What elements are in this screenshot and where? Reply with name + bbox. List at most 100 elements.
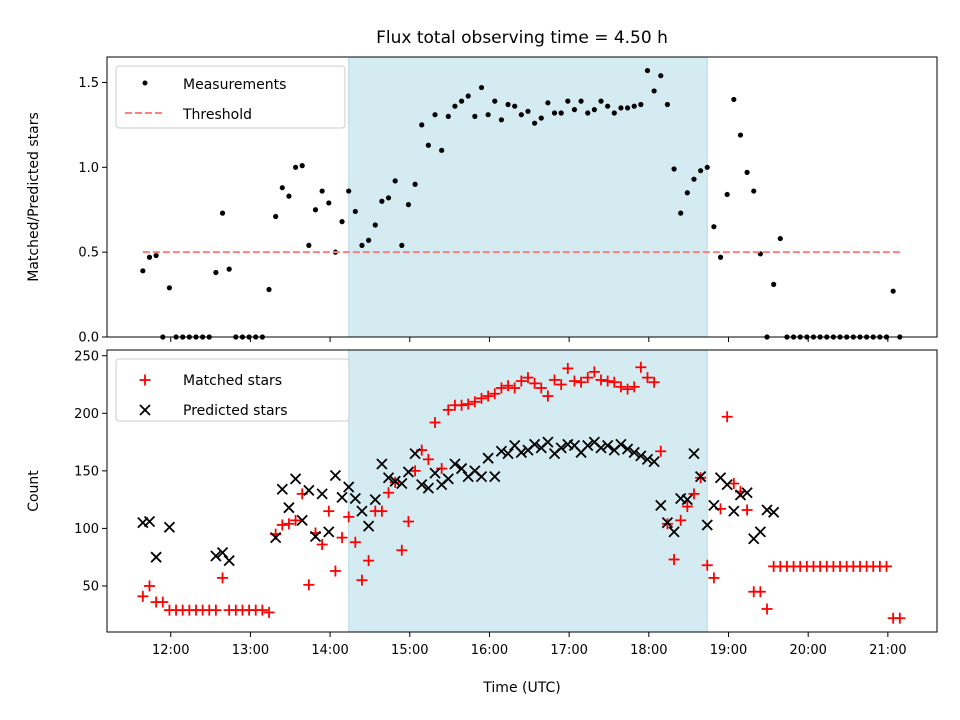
matched-stars-point: [761, 603, 773, 615]
measurement-point: [751, 188, 757, 194]
measurement-point: [724, 191, 730, 198]
matched-stars-point: [396, 544, 408, 556]
measurement-point: [279, 185, 285, 191]
measurement-point: [153, 252, 159, 259]
count-axis-ticks: 50 100 150 200 250 12:00 13:00 14:00 15:00 16:00 1…: [74, 349, 906, 658]
measurement-point: [644, 67, 651, 74]
y-tick-label: 0.5: [78, 246, 99, 261]
measurement-point: [565, 98, 571, 104]
matched-stars-point: [143, 580, 155, 592]
measurement-point: [432, 112, 438, 118]
legend-plus-glyph: [139, 374, 151, 386]
measurement-point: [146, 254, 153, 260]
predicted-stars-point: [455, 462, 468, 475]
matched-stars-point: [456, 399, 468, 411]
predicted-stars-point: [316, 488, 328, 500]
y-tick-label: 50: [82, 579, 99, 594]
predicted-stars-point: [216, 546, 229, 559]
predicted-stars-point: [495, 445, 508, 457]
measurement-point: [478, 84, 485, 91]
matched-stars-point: [562, 362, 574, 374]
matched-stars-point: [349, 536, 361, 548]
predicted-stars-point: [681, 493, 693, 506]
measurement-point: [299, 163, 305, 169]
y-tick-label: 200: [74, 407, 99, 422]
count-marks: [137, 361, 906, 624]
legend-x-glyph: [139, 404, 151, 416]
matched-stars-point: [217, 572, 229, 584]
matched-stars-point: [210, 604, 222, 616]
measurement-point: [777, 235, 783, 242]
predicted-stars-point: [163, 521, 176, 533]
count-y-axis-label: Count: [26, 470, 42, 512]
matched-stars-point: [655, 445, 667, 457]
predicted-stars-point: [628, 446, 640, 459]
matched-stars-point: [522, 372, 534, 384]
matched-stars-point: [429, 417, 441, 429]
predicted-stars-point: [595, 442, 607, 454]
observing-window-shade: [348, 57, 708, 337]
predicted-stars-point: [349, 492, 361, 505]
predicted-stars-point: [761, 504, 773, 516]
x-tick-label: 17:00: [550, 643, 587, 658]
matched-stars-point: [502, 380, 514, 392]
predicted-stars-point: [343, 481, 355, 493]
predicted-stars-point: [289, 473, 302, 485]
predicted-stars-point: [296, 514, 308, 526]
count-panel: 50 100 150 200 250 12:00 13:00 14:00 15:00 16:00 1…: [26, 349, 938, 696]
matched-stars-point: [635, 361, 647, 373]
measurement-point: [624, 105, 631, 111]
matched-stars-point: [509, 382, 521, 394]
matched-stars-point: [422, 453, 434, 465]
predicted-stars-point: [389, 475, 401, 487]
matched-stars-point: [608, 376, 620, 388]
predicted-stars-point: [323, 526, 335, 538]
predicted-stars-point: [475, 470, 488, 483]
measurement-point: [505, 101, 511, 108]
measurement-point: [286, 193, 292, 199]
matched-stars-point: [157, 596, 169, 608]
matched-stars-point: [263, 606, 275, 618]
predicted-stars-point: [270, 531, 282, 544]
measurement-point: [379, 198, 385, 204]
predicted-stars-point: [329, 469, 342, 482]
measurement-point: [412, 181, 418, 187]
measurement-point: [140, 268, 146, 274]
ratio-legend: Measurements Threshold: [115, 65, 346, 129]
measurement-point: [571, 107, 578, 113]
predicted-stars-point: [728, 505, 740, 517]
predicted-stars-point: [701, 519, 713, 531]
measurement-point: [651, 88, 657, 94]
observing-window-shade: [348, 350, 708, 632]
measurement-point: [711, 224, 717, 230]
predicted-stars-point: [668, 526, 680, 538]
matched-stars-point: [628, 381, 640, 393]
measurement-point: [704, 164, 710, 170]
matched-stars-point: [602, 375, 614, 387]
matched-stars-point: [615, 381, 627, 393]
predicted-stars-point: [641, 453, 654, 465]
matched-stars-point: [303, 579, 315, 591]
measurement-point: [585, 110, 591, 116]
measurement-point: [452, 103, 458, 109]
matched-stars-point: [721, 411, 733, 423]
legend-measurements-marker: [142, 80, 148, 86]
matched-stars-point: [383, 487, 395, 499]
matched-stars-point: [622, 383, 634, 395]
measurement-point: [744, 169, 750, 175]
measurement-point: [518, 112, 524, 118]
measurement-point: [419, 122, 425, 128]
matched-stars-point: [329, 565, 341, 577]
predicted-stars-point: [396, 477, 408, 490]
predicted-stars-point: [276, 483, 288, 495]
matched-stars-point: [568, 375, 580, 387]
measurement-point: [425, 142, 431, 148]
measurement-point: [598, 98, 604, 104]
matched-stars-point: [741, 504, 753, 516]
matched-stars-point: [323, 505, 335, 517]
measurement-point: [737, 132, 744, 138]
matched-stars-point: [316, 539, 328, 551]
measurement-point: [458, 98, 465, 104]
predicted-stars-point: [429, 467, 441, 479]
